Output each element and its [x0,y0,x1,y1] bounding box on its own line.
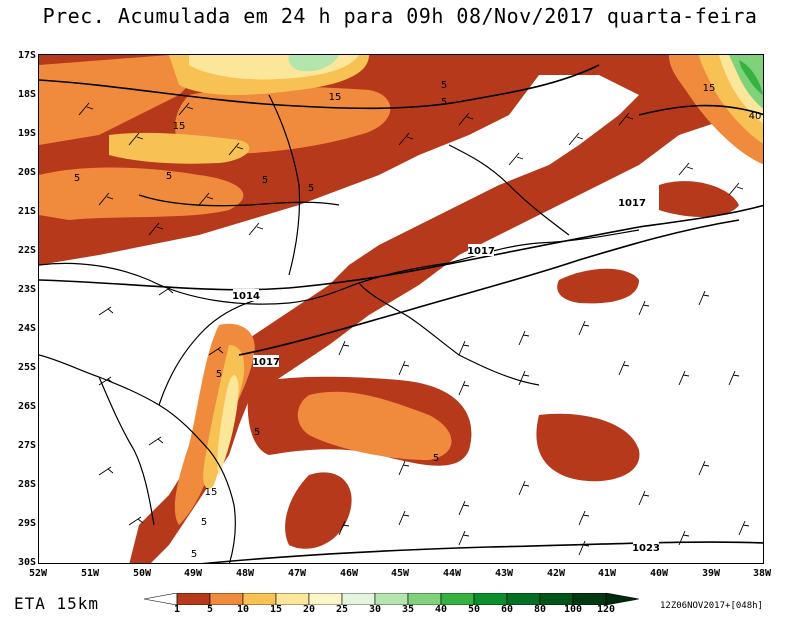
colorbar-label: 50 [467,604,481,615]
model-label: ETA 15km [14,594,100,613]
colorbar-label: 35 [401,604,415,615]
lon-label: 45W [390,568,410,579]
lon-label: 46W [339,568,359,579]
colorbar-label: 15 [269,604,283,615]
precipitation-map: 1014 1017 1017 1017 1023 5 5 5 5 15 15 5… [38,54,764,564]
precip-label: 5 [74,173,80,184]
map-title: Prec. Acumulada em 24 h para 09h 08/Nov/… [42,4,758,28]
lon-label: 49W [183,568,203,579]
precip-field-35-50 [288,55,763,109]
lat-label: 21S [17,206,36,217]
colorbar-label: 40 [434,604,448,615]
colorbar-label: 80 [533,604,547,615]
colorbar-label: 5 [206,604,214,615]
map-canvas: 1014 1017 1017 1017 1023 5 5 5 5 15 15 5… [39,55,763,563]
precip-field-1-5 [39,55,739,563]
isobar-labels: 1014 1017 1017 1017 1023 [232,196,660,554]
lat-label: 27S [17,440,36,451]
precip-label: 15 [205,487,218,498]
precip-field-5-10 [39,55,763,525]
lon-label: 47W [287,568,307,579]
lat-label: 30S [17,557,36,568]
lat-label: 28S [17,479,36,490]
lat-label: 17S [17,50,36,61]
isobars [39,64,763,563]
lat-label: 19S [17,128,36,139]
precip-label: 5 [433,453,439,464]
colorbar-label: 1 [173,604,181,615]
colorbar-label: 10 [236,604,250,615]
lon-label: 38W [752,568,772,579]
lat-label: 29S [17,518,36,529]
precip-label: 5 [201,517,207,528]
colorbar-label: 120 [596,604,616,615]
colorbar-label: 100 [563,604,583,615]
lon-label: 41W [597,568,617,579]
lon-label: 48W [235,568,255,579]
lat-label: 22S [17,245,36,256]
lon-label: 51W [80,568,100,579]
isobar-label: 1014 [232,291,260,302]
precip-label: 15 [173,121,186,132]
run-info: 12Z06NOV2017+[048h] [660,601,763,611]
lon-label: 39W [701,568,721,579]
precip-label: 5 [441,80,447,91]
lon-label: 42W [546,568,566,579]
precip-label: 15 [703,83,716,94]
lat-label: 20S [17,167,36,178]
lon-label: 40W [649,568,669,579]
wind-barbs [78,102,750,556]
precip-label: 5 [254,427,260,438]
lon-label: 43W [494,568,514,579]
precip-labels: 5 5 5 5 15 15 5 15 40 5 5 5 15 5 5 5 [74,80,762,560]
lat-label: 24S [17,323,36,334]
colorbar-label: 60 [500,604,514,615]
precip-label: 40 [749,111,762,122]
lat-label: 18S [17,89,36,100]
colorbar-swatch [605,593,640,605]
boundaries [39,94,640,563]
precip-label: 5 [216,369,222,380]
colorbar-label: 25 [335,604,349,615]
colorbar-label: 20 [302,604,316,615]
lat-label: 23S [17,284,36,295]
lon-label: 50W [132,568,152,579]
colorbar [144,593,640,605]
precip-label: 5 [191,549,197,560]
precip-label: 5 [308,183,314,194]
precip-label: 5 [262,175,268,186]
colorbar-label: 30 [368,604,382,615]
lat-label: 26S [17,401,36,412]
isobar-label: 1023 [632,543,660,554]
isobar-label: 1017 [467,246,495,257]
precip-label: 5 [441,97,447,108]
isobar-label: 1017 [618,198,646,209]
precip-label: 5 [166,171,172,182]
lon-label: 52W [28,568,48,579]
precip-label: 15 [329,92,342,103]
lat-label: 25S [17,362,36,373]
lon-label: 44W [442,568,462,579]
isobar-label: 1017 [252,357,280,368]
